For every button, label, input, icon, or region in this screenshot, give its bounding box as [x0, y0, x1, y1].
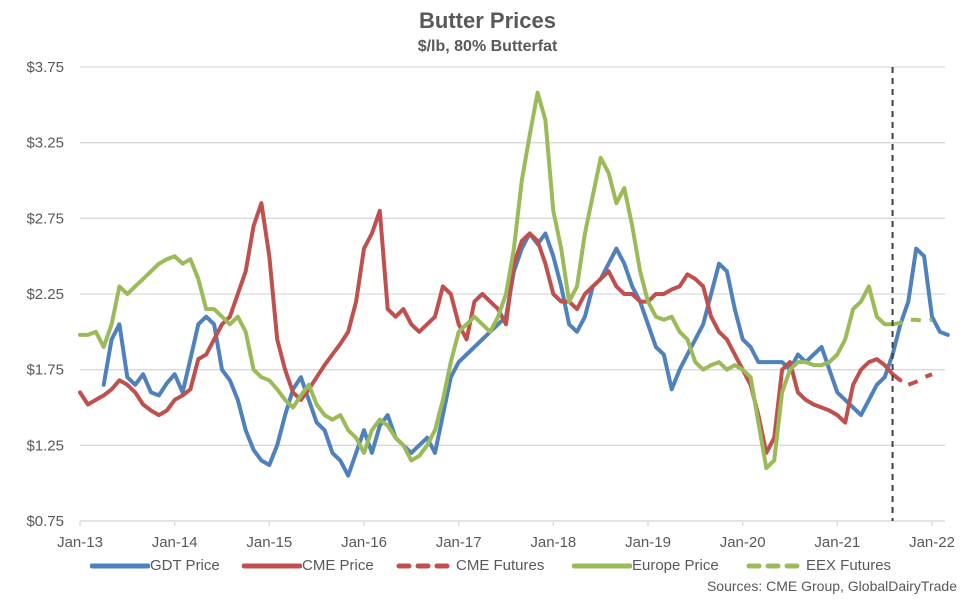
x-tick-label: Jan-18: [530, 534, 576, 551]
y-tick-label: $0.75: [26, 513, 64, 530]
gridlines: [80, 66, 945, 522]
legend-swatch: [242, 563, 302, 568]
y-tick-label: $1.25: [26, 437, 64, 454]
legend-item-gdt-price: GDT Price: [90, 557, 220, 574]
x-tick-label: Jan-14: [152, 534, 198, 551]
chart-subtitle: $/lb, 80% Butterfat: [417, 38, 558, 55]
legend-item-cme-price: CME Price: [242, 557, 374, 574]
y-tick-label: $3.25: [26, 135, 64, 152]
series-lines: [78, 90, 950, 478]
y-tick-label: $1.75: [26, 362, 64, 379]
legend-swatch: [396, 563, 456, 568]
x-tick-label: Jan-20: [720, 534, 766, 551]
legend-label: EEX Futures: [806, 557, 892, 574]
series-line-cme-futures: [891, 372, 933, 387]
series-line-europe-price: [78, 90, 895, 470]
source-note: Sources: CME Group, GlobalDairyTrade: [706, 578, 957, 594]
x-tick-label: Jan-21: [814, 534, 860, 551]
y-tick-label: $2.25: [26, 286, 64, 303]
legend-swatch: [572, 563, 632, 568]
legend: GDT Price CME Price CME Futures Europe P…: [0, 557, 975, 579]
y-axis-ticks: $3.75 $3.25 $2.75 $2.25 $1.75 $1.25 $0.75: [26, 59, 64, 530]
legend-label: CME Futures: [456, 557, 545, 574]
legend-swatch: [746, 563, 806, 568]
legend-swatch: [90, 563, 150, 568]
legend-item-eex-futures: EEX Futures: [746, 557, 891, 574]
legend-label: CME Price: [302, 557, 374, 574]
series-line-gdt-price: [101, 231, 950, 478]
x-tick-label: Jan-22: [909, 534, 955, 551]
x-tick-label: Jan-16: [341, 534, 387, 551]
y-tick-label: $3.75: [26, 59, 64, 76]
legend-label: Europe Price: [632, 557, 719, 574]
x-tick-label: Jan-19: [625, 534, 671, 551]
legend-item-cme-futures: CME Futures: [396, 557, 544, 574]
series-line-cme-price: [78, 201, 903, 455]
chart-title: Butter Prices: [419, 8, 556, 33]
legend-item-europe-price: Europe Price: [572, 557, 719, 574]
x-tick-label: Jan-13: [57, 534, 103, 551]
series-line-eex-futures: [892, 317, 933, 327]
x-tick-label: Jan-17: [436, 534, 482, 551]
y-tick-label: $2.75: [26, 210, 64, 227]
legend-label: GDT Price: [150, 557, 220, 574]
x-tick-label: Jan-15: [246, 534, 292, 551]
x-axis: Jan-13 Jan-14 Jan-15 Jan-16 Jan-17 Jan-18 Jan-…: [57, 520, 955, 551]
